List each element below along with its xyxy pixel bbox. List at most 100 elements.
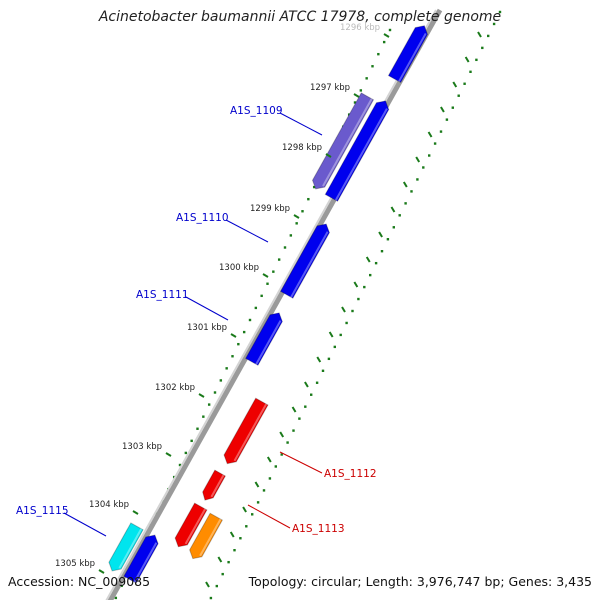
outer-track-dot (398, 214, 401, 217)
callout-leader (185, 296, 229, 321)
outer-track-dot (286, 441, 289, 444)
outer-track-dot (333, 345, 336, 349)
gene-a1s-1112 (223, 397, 269, 465)
inner-track-dot (353, 101, 357, 104)
gene-a1s-1111-shine (255, 320, 282, 365)
outer-track-dot (445, 118, 449, 121)
outer-track-dot (221, 572, 224, 576)
outer-track-dot (321, 369, 325, 372)
tick-mark (353, 93, 360, 98)
gene-a1s-1115-shine (118, 528, 143, 569)
outer-tick-mark (279, 431, 285, 438)
inner-track-dot (289, 234, 293, 237)
callout-leader (279, 112, 323, 136)
outer-tick-mark (415, 156, 421, 163)
outer-track-dot (428, 154, 431, 157)
inner-track-dot (120, 584, 123, 588)
gene-a1s-1109-highlight-shine (322, 98, 373, 187)
outer-track-dot (268, 477, 272, 480)
outer-track-dot (386, 238, 390, 241)
outer-track-dot (339, 333, 342, 337)
outer-track-dot (487, 34, 490, 38)
gene-a1s-1110 (279, 223, 330, 299)
outer-tick-mark (217, 556, 223, 563)
gene-a1s-1110-shine (290, 231, 329, 298)
tick-label: 1297 kbp (310, 83, 350, 93)
outer-track-dot (404, 202, 407, 205)
outer-track-dot (215, 584, 218, 588)
tick-label: 1301 kbp (187, 323, 227, 333)
outer-tick-mark (427, 131, 433, 138)
inner-track-dot (312, 185, 316, 189)
inner-track-dot (213, 391, 217, 394)
gene-a1s-1111-body (245, 312, 283, 366)
outer-tick-mark (266, 456, 272, 463)
outer-track-dot (209, 596, 213, 600)
gene-label: A1S_1109 (230, 105, 283, 117)
outer-tick-mark (440, 106, 445, 113)
outer-tick-mark (464, 56, 470, 63)
outer-track-dot (363, 285, 366, 289)
gene-a1s-1113 (189, 512, 224, 560)
outer-track-dot (233, 549, 236, 552)
gene-small-red-shine (210, 474, 225, 498)
inner-track-dot (388, 28, 392, 32)
outer-tick-mark (378, 231, 383, 238)
outer-tick-mark (452, 81, 458, 88)
gene-label: A1S_1111 (136, 289, 189, 301)
accession-label: Accession: NC_009085 (8, 574, 151, 589)
outer-track-dot (439, 130, 443, 133)
gene-top-forward-shine (398, 32, 427, 82)
tick-mark (383, 33, 390, 38)
outer-track-dot (304, 405, 307, 408)
inner-track-dot (114, 596, 118, 600)
callout-leader (279, 451, 323, 474)
gene-top-forward-body (387, 25, 429, 84)
inner-track-dot (359, 89, 363, 92)
outer-tick-mark (477, 31, 482, 38)
gene-a1s-1113-shine (199, 518, 222, 557)
outer-track-dot (227, 560, 230, 564)
outer-tick-mark (304, 381, 309, 388)
inner-track-dot (365, 77, 368, 80)
inner-track-dot (307, 197, 310, 201)
outer-track-dot (410, 190, 413, 193)
inner-track-dot (237, 342, 240, 346)
tick-mark (132, 510, 139, 515)
outer-tick-mark (328, 331, 334, 338)
gene-a1s-1109-shine (334, 108, 388, 201)
gene-callouts: A1S_1109 A1S_1110 A1S_1111 A1S_1112 A1S_1113… (16, 105, 377, 537)
outer-track-dot (492, 22, 496, 26)
gene-a1s-1115-body (108, 522, 144, 572)
inner-track-dot (283, 246, 287, 249)
outer-track-dot (345, 321, 348, 325)
outer-track-dot (457, 94, 460, 97)
outer-track-dot (327, 357, 331, 361)
gene-lower-red-shine (184, 508, 206, 545)
inner-track-dot (266, 282, 269, 285)
tick-label: 1296 kbp (340, 23, 380, 33)
tick-mark (165, 452, 172, 457)
outer-tick-mark (229, 531, 235, 538)
tick-mark (230, 333, 237, 338)
tick-mark (198, 393, 205, 398)
callout-leader (225, 219, 269, 243)
inner-track-dot (178, 463, 182, 467)
outer-track-dot (422, 166, 425, 169)
gene-arrows (108, 25, 429, 584)
inner-track-dot (231, 355, 234, 358)
tick-mark (98, 569, 105, 574)
inner-track-dot (260, 294, 263, 298)
gene-a1s-1109-highlight (311, 92, 375, 190)
outer-track-dot (416, 178, 419, 181)
inner-track-dot (207, 403, 211, 406)
outer-track-dot (274, 465, 277, 468)
inner-track-dot (272, 270, 275, 273)
inner-track-dot (277, 258, 281, 261)
callout-leader (63, 512, 107, 537)
topology-label: Topology: circular; Length: 3,976,747 bp… (248, 574, 592, 589)
gene-a1s-1115 (108, 522, 144, 572)
inner-track-dot (301, 210, 304, 213)
inner-track-dot (254, 306, 258, 310)
